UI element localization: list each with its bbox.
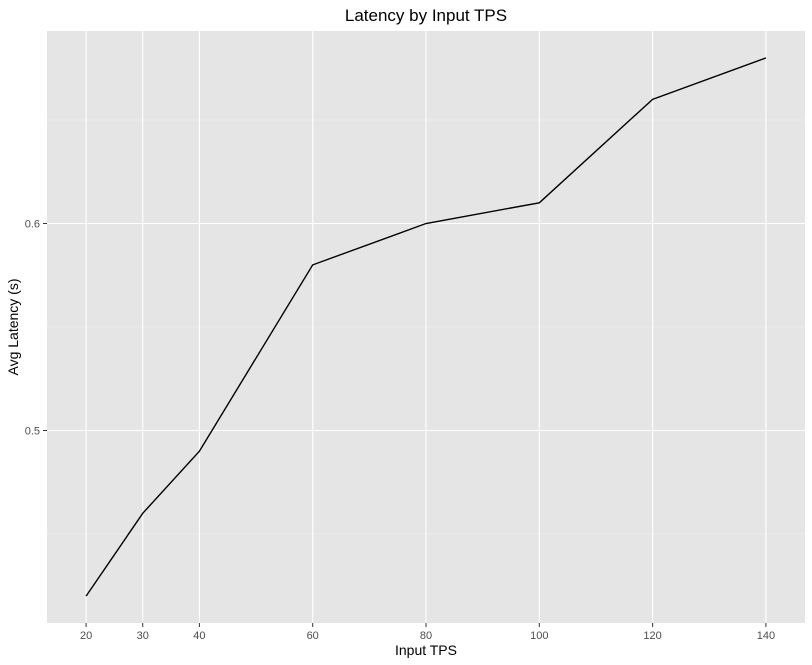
- x-tick-label: 100: [530, 630, 548, 642]
- series-line: [85, 57, 767, 597]
- y-axis: 0.5 0.6: [25, 219, 47, 437]
- x-tick-label: 20: [80, 630, 92, 642]
- x-tick-label: 80: [420, 630, 432, 642]
- chart-title: Latency by Input TPS: [345, 6, 507, 25]
- x-tick-label: 30: [137, 630, 149, 642]
- series-group: [85, 57, 767, 597]
- x-axis: 20 30 40 60 80 100 120 140: [80, 623, 775, 642]
- y-tick-label: 0.6: [25, 219, 40, 231]
- y-tick-label: 0.5: [25, 425, 40, 437]
- x-tick-label: 40: [193, 630, 205, 642]
- y-axis-title: Avg Latency (s): [5, 278, 21, 375]
- x-tick-label: 120: [643, 630, 661, 642]
- major-gridlines: [47, 31, 805, 623]
- x-axis-title: Input TPS: [395, 642, 457, 658]
- x-tick-label: 60: [307, 630, 319, 642]
- x-tick-label: 140: [757, 630, 775, 642]
